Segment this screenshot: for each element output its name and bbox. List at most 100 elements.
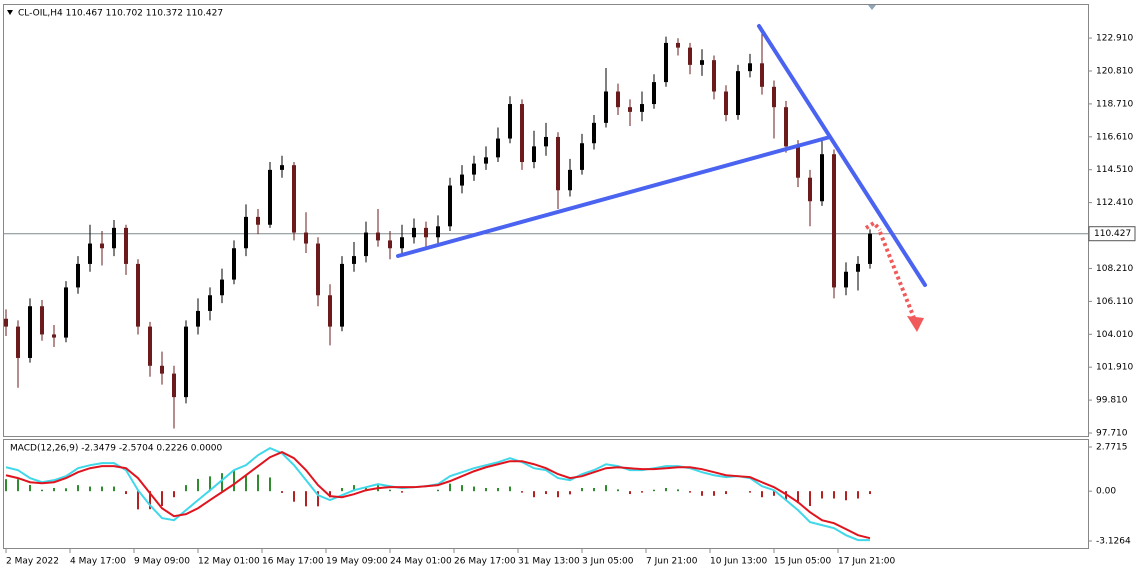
histogram-bar [125, 491, 127, 495]
histogram-bar [797, 491, 799, 504]
candle-body [556, 136, 560, 191]
last-price-box [1088, 226, 1136, 242]
y-tick-label: 122.910 [1096, 34, 1133, 44]
histogram-bar [5, 479, 7, 492]
y-tick-label: 101.910 [1096, 363, 1133, 373]
candle-body [244, 216, 248, 249]
histogram-bar [473, 486, 475, 492]
histogram-bar [41, 489, 43, 492]
histogram-bar [869, 491, 871, 495]
histogram-bar [53, 487, 55, 492]
histogram-bar [785, 491, 787, 501]
main-pane [3, 4, 1089, 437]
histogram-bar [197, 478, 199, 492]
histogram-bar [749, 491, 751, 493]
candle-body [688, 47, 692, 65]
histogram-bar [821, 491, 823, 499]
candle-body [448, 185, 452, 227]
candle-body [76, 263, 80, 288]
candle-body [496, 138, 500, 158]
candle-body [760, 63, 764, 87]
candle-body [148, 326, 152, 366]
histogram-bar [137, 491, 139, 510]
x-tick-label: 26 May 17:00 [454, 557, 516, 567]
y-tick-label: 106.110 [1096, 297, 1133, 307]
histogram-bar [389, 489, 391, 492]
candle-body [316, 243, 320, 296]
histogram-bar [509, 486, 511, 492]
candle-body [172, 373, 176, 398]
candle-body [508, 104, 512, 139]
y-tick-label: 99.810 [1096, 396, 1128, 406]
x-tick-label: 9 May 09:00 [134, 557, 190, 567]
x-tick-label: 10 Jun 13:00 [710, 557, 767, 567]
candle-body [532, 146, 536, 163]
histogram-bar [461, 485, 463, 492]
histogram-bar [845, 491, 847, 501]
candle-body [520, 104, 524, 163]
macd-pane [3, 439, 1089, 549]
histogram-bar [605, 485, 607, 492]
candle-body [124, 227, 128, 264]
candle-body [376, 232, 380, 241]
histogram-bar [257, 474, 259, 492]
forecast-arrowhead [907, 316, 924, 332]
candle-body [4, 318, 8, 327]
histogram-bar [17, 479, 19, 492]
candle-body [88, 243, 92, 264]
candle-body [100, 243, 104, 249]
candle-body [400, 237, 404, 249]
histogram-bar [629, 491, 631, 495]
histogram-bar [185, 485, 187, 492]
histogram-bar [77, 485, 79, 492]
chart-title: CL-OIL,H4 110.467 110.702 110.372 110.42… [18, 9, 223, 19]
histogram-bar [437, 489, 439, 492]
histogram-bar [173, 491, 175, 498]
histogram-bar [713, 491, 715, 496]
histogram-bar [293, 491, 295, 502]
histogram-bar [593, 487, 595, 492]
histogram-bar [701, 491, 703, 496]
candle-body [472, 163, 476, 175]
candle-body [28, 306, 32, 358]
x-tick-label: 31 May 13:00 [518, 557, 580, 567]
y-tick-label: 118.710 [1096, 99, 1133, 109]
histogram-bar [773, 491, 775, 496]
candle-body [664, 42, 668, 83]
histogram-bar [545, 491, 547, 495]
candle-body [580, 143, 584, 170]
y-tick-label: 116.610 [1096, 132, 1133, 142]
histogram-bar [665, 487, 667, 492]
candle-body [304, 232, 308, 244]
histogram-bar [329, 491, 331, 498]
histogram-bar [65, 488, 67, 492]
x-tick-label: 3 Jun 05:00 [582, 557, 634, 567]
histogram-bar [521, 491, 523, 493]
histogram-bar [113, 486, 115, 492]
candle-body [712, 60, 716, 92]
candle-body [352, 256, 356, 264]
candle-body [436, 226, 440, 238]
macd-line [5, 451, 871, 540]
histogram-bar [557, 491, 559, 498]
candle-body [268, 169, 272, 225]
histogram-bar [281, 491, 283, 493]
candle-body [328, 295, 332, 327]
candle-body [196, 310, 200, 327]
y-tick-label: 120.810 [1096, 66, 1133, 76]
candle-body [604, 91, 608, 123]
candle-body [112, 227, 116, 249]
candle-body [460, 174, 464, 186]
x-tick-label: 4 May 17:00 [70, 557, 126, 567]
histogram-bar [725, 491, 727, 495]
y-tick-label: 108.210 [1096, 264, 1133, 274]
histogram-bar [485, 487, 487, 492]
menu-arrow[interactable] [7, 10, 13, 15]
x-tick-label: 17 Jun 21:00 [838, 557, 895, 567]
histogram-bar [677, 489, 679, 492]
x-tick-label: 24 May 01:00 [390, 557, 452, 567]
candle-body [832, 154, 836, 288]
candle-body [544, 136, 548, 147]
